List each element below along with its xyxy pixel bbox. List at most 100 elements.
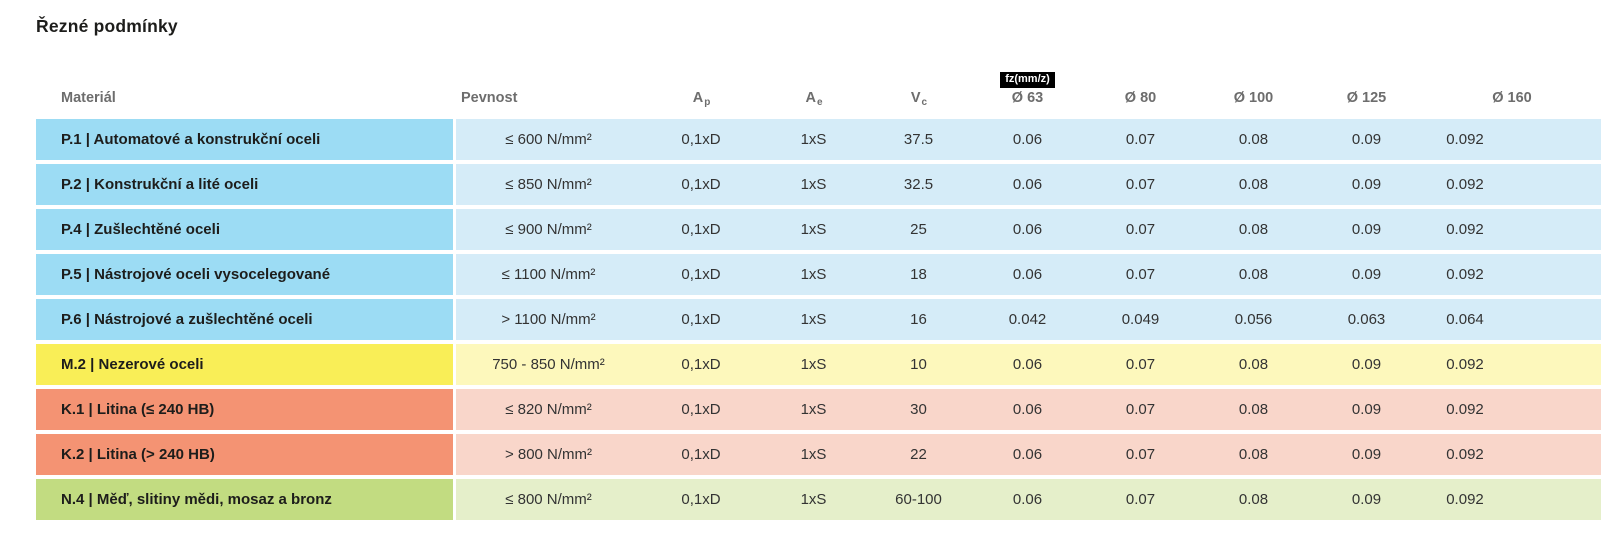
col-header-ae: Ae bbox=[805, 90, 823, 108]
cutting-conditions-table: Materiál Pevnost Ap Ae Vc fz(mm/z) Ø 63 … bbox=[36, 59, 1601, 524]
fz-cell: 0.08 bbox=[1197, 479, 1310, 520]
fz-cell: 0.042 bbox=[971, 299, 1084, 340]
fz-cell: 0.092 bbox=[1423, 209, 1601, 250]
col-header-pevnost: Pevnost bbox=[461, 90, 518, 106]
fz-cell: 0.056 bbox=[1197, 299, 1310, 340]
fz-cell: 0.06 bbox=[971, 164, 1084, 205]
pevnost-cell: > 1100 N/mm² bbox=[456, 299, 641, 340]
col-header-ap: Ap bbox=[692, 90, 711, 108]
material-cell: N.4 | Měď, slitiny mědi, mosaz a bronz bbox=[36, 479, 456, 520]
fz-cell: 0.08 bbox=[1197, 389, 1310, 430]
vc-cell: 37.5 bbox=[866, 119, 971, 160]
fz-cell: 0.09 bbox=[1310, 479, 1423, 520]
fz-cell: 0.09 bbox=[1310, 164, 1423, 205]
fz-cell: 0.07 bbox=[1084, 479, 1197, 520]
pevnost-cell: ≤ 600 N/mm² bbox=[456, 119, 641, 160]
fz-cell: 0.08 bbox=[1197, 434, 1310, 475]
table-row: K.2 | Litina (> 240 HB) > 800 N/mm² 0,1x… bbox=[36, 434, 1601, 475]
vc-cell: 18 bbox=[866, 254, 971, 295]
fz-cell: 0.06 bbox=[971, 434, 1084, 475]
material-cell: P.1 | Automatové a konstrukční oceli bbox=[36, 119, 456, 160]
ap-cell: 0,1xD bbox=[641, 389, 761, 430]
pevnost-cell: ≤ 1100 N/mm² bbox=[456, 254, 641, 295]
pevnost-cell: 750 - 850 N/mm² bbox=[456, 344, 641, 385]
fz-cell: 0.09 bbox=[1310, 119, 1423, 160]
pevnost-cell: ≤ 900 N/mm² bbox=[456, 209, 641, 250]
fz-cell: 0.09 bbox=[1310, 254, 1423, 295]
col-header-d100: Ø 100 bbox=[1233, 90, 1274, 106]
material-cell: P.5 | Nástrojové oceli vysocelegované bbox=[36, 254, 456, 295]
col-header-material: Materiál bbox=[61, 90, 116, 106]
table-row: N.4 | Měď, slitiny mědi, mosaz a bronz ≤… bbox=[36, 479, 1601, 520]
fz-cell: 0.06 bbox=[971, 389, 1084, 430]
fz-cell: 0.08 bbox=[1197, 344, 1310, 385]
fz-cell: 0.09 bbox=[1310, 344, 1423, 385]
table-row: P.2 | Konstrukční a lité oceli ≤ 850 N/m… bbox=[36, 164, 1601, 205]
vc-cell: 10 bbox=[866, 344, 971, 385]
material-cell: K.1 | Litina (≤ 240 HB) bbox=[36, 389, 456, 430]
table-row: P.5 | Nástrojové oceli vysocelegované ≤ … bbox=[36, 254, 1601, 295]
table-row: P.4 | Zušlechtěné oceli ≤ 900 N/mm² 0,1x… bbox=[36, 209, 1601, 250]
col-header-d125: Ø 125 bbox=[1346, 90, 1387, 106]
ae-cell: 1xS bbox=[761, 344, 866, 385]
pevnost-cell: ≤ 850 N/mm² bbox=[456, 164, 641, 205]
fz-cell: 0.049 bbox=[1084, 299, 1197, 340]
fz-cell: 0.07 bbox=[1084, 254, 1197, 295]
fz-cell: 0.092 bbox=[1423, 164, 1601, 205]
ae-cell: 1xS bbox=[761, 479, 866, 520]
fz-cell: 0.07 bbox=[1084, 434, 1197, 475]
material-cell: P.4 | Zušlechtěné oceli bbox=[36, 209, 456, 250]
table-row: P.6 | Nástrojové a zušlechtěné oceli > 1… bbox=[36, 299, 1601, 340]
fz-cell: 0.09 bbox=[1310, 209, 1423, 250]
table-header-row: Materiál Pevnost Ap Ae Vc fz(mm/z) Ø 63 … bbox=[36, 63, 1601, 115]
page: Řezné podmínky Materiál Pevnost Ap Ae Vc… bbox=[36, 16, 1601, 524]
ae-cell: 1xS bbox=[761, 299, 866, 340]
ae-cell: 1xS bbox=[761, 389, 866, 430]
fz-cell: 0.092 bbox=[1423, 254, 1601, 295]
col-header-d63: fz(mm/z) Ø 63 bbox=[971, 63, 1084, 115]
material-cell: P.2 | Konstrukční a lité oceli bbox=[36, 164, 456, 205]
ap-cell: 0,1xD bbox=[641, 254, 761, 295]
ae-cell: 1xS bbox=[761, 119, 866, 160]
col-header-d63-label: Ø 63 bbox=[1011, 90, 1044, 106]
ap-cell: 0,1xD bbox=[641, 434, 761, 475]
fz-cell: 0.063 bbox=[1310, 299, 1423, 340]
fz-cell: 0.08 bbox=[1197, 209, 1310, 250]
fz-cell: 0.06 bbox=[971, 209, 1084, 250]
vc-cell: 30 bbox=[866, 389, 971, 430]
pevnost-cell: > 800 N/mm² bbox=[456, 434, 641, 475]
fz-cell: 0.09 bbox=[1310, 389, 1423, 430]
fz-cell: 0.092 bbox=[1423, 119, 1601, 160]
ae-cell: 1xS bbox=[761, 209, 866, 250]
ae-cell: 1xS bbox=[761, 164, 866, 205]
fz-cell: 0.06 bbox=[971, 344, 1084, 385]
fz-cell: 0.08 bbox=[1197, 164, 1310, 205]
ap-cell: 0,1xD bbox=[641, 344, 761, 385]
vc-cell: 32.5 bbox=[866, 164, 971, 205]
vc-cell: 16 bbox=[866, 299, 971, 340]
fz-cell: 0.092 bbox=[1423, 434, 1601, 475]
ap-cell: 0,1xD bbox=[641, 299, 761, 340]
fz-cell: 0.07 bbox=[1084, 209, 1197, 250]
ae-cell: 1xS bbox=[761, 254, 866, 295]
col-header-vc: Vc bbox=[910, 90, 928, 108]
ap-cell: 0,1xD bbox=[641, 119, 761, 160]
fz-cell: 0.08 bbox=[1197, 119, 1310, 160]
table-body: P.1 | Automatové a konstrukční oceli ≤ 6… bbox=[36, 119, 1601, 520]
ae-cell: 1xS bbox=[761, 434, 866, 475]
material-cell: P.6 | Nástrojové a zušlechtěné oceli bbox=[36, 299, 456, 340]
pevnost-cell: ≤ 820 N/mm² bbox=[456, 389, 641, 430]
page-title: Řezné podmínky bbox=[36, 16, 178, 36]
fz-cell: 0.07 bbox=[1084, 344, 1197, 385]
material-cell: K.2 | Litina (> 240 HB) bbox=[36, 434, 456, 475]
fz-cell: 0.06 bbox=[971, 254, 1084, 295]
fz-cell: 0.06 bbox=[971, 479, 1084, 520]
vc-cell: 60-100 bbox=[866, 479, 971, 520]
table-row: M.2 | Nezerové oceli 750 - 850 N/mm² 0,1… bbox=[36, 344, 1601, 385]
fz-cell: 0.092 bbox=[1423, 389, 1601, 430]
ap-cell: 0,1xD bbox=[641, 164, 761, 205]
fz-cell: 0.092 bbox=[1423, 344, 1601, 385]
fz-cell: 0.092 bbox=[1423, 479, 1601, 520]
ap-cell: 0,1xD bbox=[641, 479, 761, 520]
table-row: P.1 | Automatové a konstrukční oceli ≤ 6… bbox=[36, 119, 1601, 160]
